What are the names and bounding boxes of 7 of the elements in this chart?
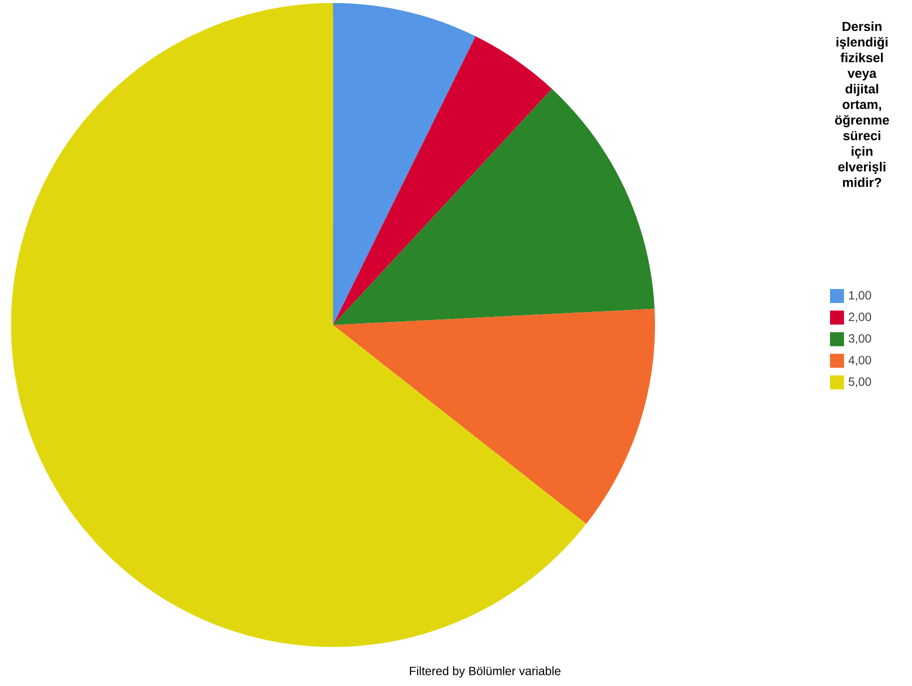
legend-label: 2,00 <box>848 312 872 323</box>
legend-label: 5,00 <box>848 377 872 388</box>
legend-label: 1,00 <box>849 291 872 301</box>
text: Filtered by Bölümler variable <box>410 666 560 678</box>
legend-label: 4,00 <box>848 356 872 366</box>
text: Dersin işlendiği fiziksel veya dijital ortam, öğrenme süreci için elverişli midir? <box>835 22 890 188</box>
legend-label: 3,00 <box>848 334 872 344</box>
